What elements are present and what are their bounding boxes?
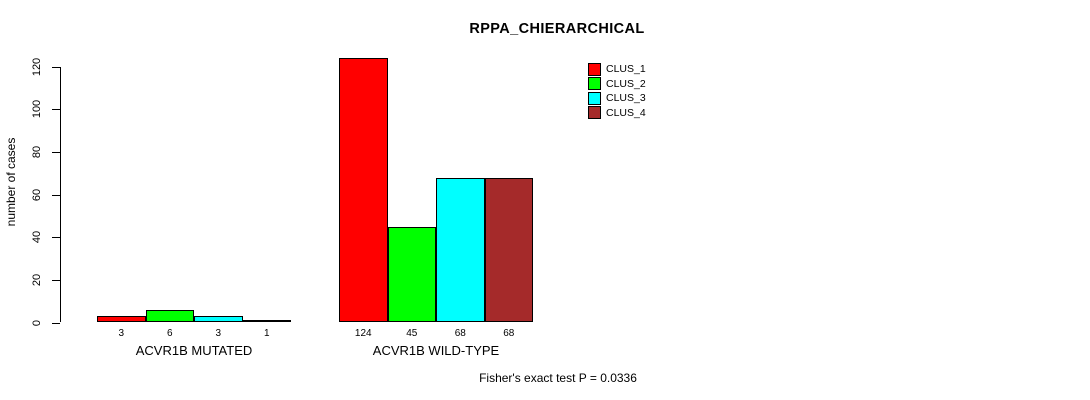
bar-value-label: 45	[406, 328, 418, 339]
legend-swatch	[588, 91, 601, 105]
group-label: ACVR1B MUTATED	[135, 343, 253, 358]
bar-value-label: 1	[263, 328, 270, 339]
y-axis-line	[59, 66, 61, 323]
bar	[436, 177, 485, 323]
group-label: ACVR1B WILD-TYPE	[372, 343, 500, 358]
bar	[484, 177, 533, 323]
bar-value-label: 68	[454, 328, 466, 339]
bar-value-label: 6	[166, 328, 173, 339]
bar-value-label: 124	[354, 328, 372, 339]
y-tick-mark	[51, 152, 60, 154]
legend-swatch	[588, 106, 601, 120]
bar	[194, 316, 243, 323]
annotation-text: Fisher's exact test P = 0.0336	[479, 371, 637, 385]
legend-swatch	[588, 77, 601, 91]
bar	[242, 320, 291, 323]
bar-value-label: 3	[215, 328, 222, 339]
y-tick-mark	[51, 279, 60, 281]
legend-label: CLUS_3	[606, 92, 646, 105]
bar-value-label: 68	[503, 328, 515, 339]
y-tick-mark	[51, 109, 60, 111]
legend-label: CLUS_2	[606, 77, 646, 90]
y-tick-mark	[51, 322, 60, 324]
y-tick-mark	[51, 194, 60, 196]
legend-swatch	[588, 62, 601, 76]
y-tick-mark	[51, 237, 60, 239]
bar-value-label: 3	[118, 328, 125, 339]
bar	[387, 226, 436, 323]
chart-title: RPPA_CHIERARCHICAL	[469, 21, 645, 37]
bar	[145, 309, 194, 323]
legend-label: CLUS_4	[606, 106, 646, 119]
y-tick-mark	[51, 66, 60, 68]
legend-label: CLUS_1	[606, 63, 646, 75]
bar	[339, 58, 388, 323]
bar	[97, 316, 146, 323]
